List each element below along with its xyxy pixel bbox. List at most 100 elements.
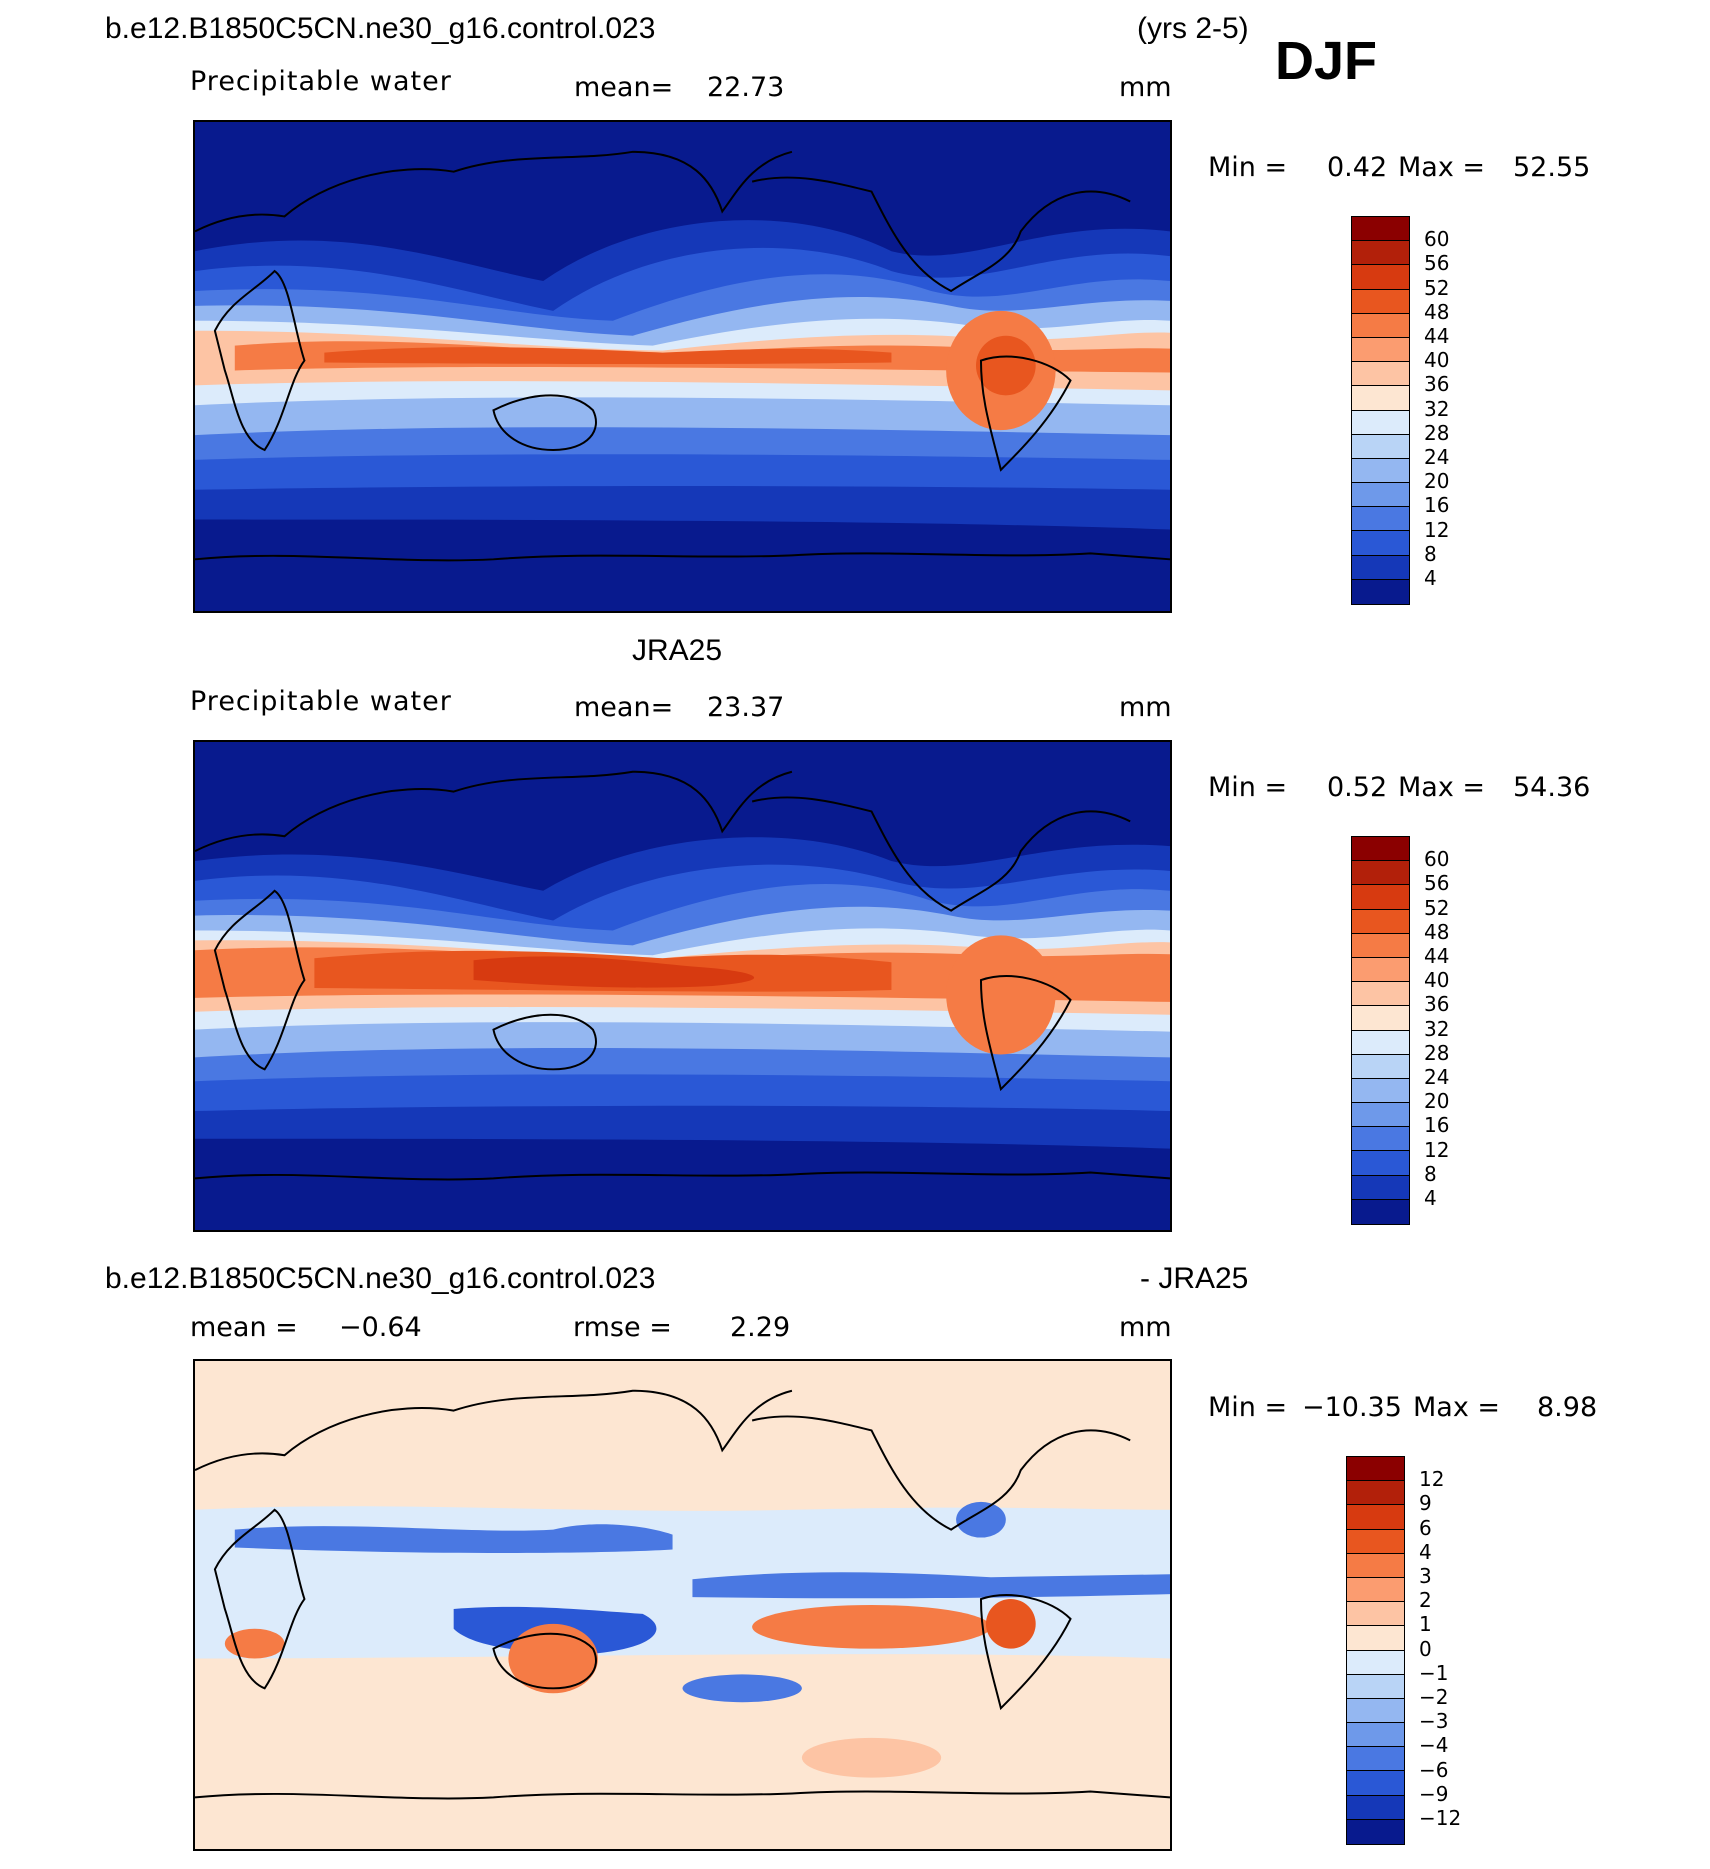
colorbar-swatch [1352, 265, 1409, 290]
colorbar-swatch [1352, 458, 1409, 484]
colorbar-swatch [1352, 909, 1409, 934]
colorbar-swatch [1347, 1602, 1404, 1627]
colorbar-swatch [1352, 410, 1409, 435]
panel1-band-11 [195, 549, 1170, 611]
panel3-band-7 [224, 1628, 285, 1659]
colorbar-swatch [1352, 1030, 1409, 1055]
colorbar-tick-label: 52 [1424, 895, 1450, 920]
panel3-band-8 [956, 1501, 1006, 1538]
panel2-map [193, 740, 1172, 1232]
panel3-min-value: −10.35 [1302, 1392, 1402, 1423]
colorbar-tick-label: 20 [1424, 1089, 1450, 1114]
colorbar-tick-label: −2 [1419, 1685, 1449, 1709]
colorbar-swatch [1352, 434, 1409, 459]
panel3-coastlines [195, 1389, 1170, 1800]
colorbar-swatch [1352, 1199, 1409, 1224]
colorbar-swatch [1347, 1650, 1404, 1675]
panel3-band-5 [752, 1605, 991, 1649]
colorbar-swatch [1347, 1819, 1404, 1844]
colorbar-tick-label: 48 [1424, 299, 1450, 324]
case-title: b.e12.B1850C5CN.ne30_g16.control.023 [105, 12, 656, 45]
colorbar-tick-label: 44 [1424, 324, 1450, 348]
colorbar-tick-label: 36 [1424, 372, 1450, 397]
colorbar-swatch [1352, 1151, 1409, 1176]
panel3-title-left: b.e12.B1850C5CN.ne30_g16.control.023 [105, 1262, 656, 1295]
panel1-colorbar [1351, 216, 1410, 605]
colorbar-swatch [1352, 337, 1409, 363]
season-label: DJF [1275, 31, 1378, 91]
colorbar-tick-label: 16 [1424, 493, 1450, 518]
panel3-band-4 [692, 1572, 1170, 1599]
colorbar-tick-label: 24 [1424, 445, 1450, 469]
panel3-rmse-value: 2.29 [730, 1312, 791, 1343]
panel2-variable: Precipitable water [190, 686, 452, 717]
colorbar-tick-label: 56 [1424, 251, 1450, 276]
panel2-mean-value: 23.37 [707, 692, 785, 723]
panel2-mean-label: mean= [574, 692, 674, 723]
panel1-coastlines [195, 150, 1170, 562]
colorbar-swatch [1347, 1723, 1404, 1748]
colorbar-tick-label: 8 [1424, 1161, 1437, 1186]
panel2-band-11 [195, 1168, 1170, 1230]
panel1-variable: Precipitable water [190, 66, 452, 97]
colorbar-swatch [1347, 1674, 1404, 1699]
colorbar-swatch [1347, 1457, 1404, 1482]
panel3-title-right: - JRA25 [1140, 1262, 1249, 1295]
colorbar-tick-label: −1 [1419, 1660, 1449, 1685]
colorbar-swatch [1352, 362, 1409, 387]
colorbar-swatch [1347, 1698, 1404, 1724]
colorbar-tick-label: 48 [1424, 919, 1450, 944]
panel1-min-value: 0.42 [1327, 152, 1388, 183]
panel1-mean-label: mean= [574, 72, 674, 103]
colorbar-swatch [1347, 1529, 1404, 1554]
colorbar-tick-label: 12 [1424, 517, 1450, 542]
colorbar-swatch [1347, 1577, 1404, 1603]
colorbar-swatch [1352, 933, 1409, 958]
colorbar-tick-label: 36 [1424, 992, 1450, 1017]
colorbar-tick-label: 16 [1424, 1113, 1450, 1138]
colorbar-tick-label: 56 [1424, 871, 1450, 896]
colorbar-swatch [1352, 885, 1409, 910]
panel2-min-value: 0.52 [1327, 772, 1388, 803]
panel1-map [193, 120, 1172, 613]
panel3-band-2 [234, 1524, 673, 1553]
colorbar-tick-label: 4 [1424, 566, 1437, 590]
colorbar-tick-label: 1 [1419, 1612, 1432, 1637]
colorbar-swatch [1352, 555, 1409, 580]
panel2-band-10 [946, 935, 1056, 1055]
panel2-min-label: Min = [1208, 772, 1288, 803]
panel3-band-6 [508, 1623, 598, 1694]
colorbar-swatch [1352, 531, 1409, 556]
colorbar-swatch [1352, 483, 1409, 508]
colorbar-swatch [1352, 241, 1409, 266]
colorbar-swatch [1352, 957, 1409, 983]
colorbar-swatch [1347, 1771, 1404, 1796]
colorbar-swatch [1352, 1127, 1409, 1152]
colorbar-tick-label: 12 [1419, 1467, 1445, 1492]
colorbar-tick-label: 52 [1424, 275, 1450, 300]
panel3-rmse-label: rmse = [573, 1312, 672, 1343]
colorbar-tick-label: 60 [1424, 227, 1450, 252]
colorbar-tick-label: 8 [1424, 541, 1437, 566]
colorbar-swatch [1347, 1747, 1404, 1772]
colorbar-swatch [1352, 1054, 1409, 1079]
colorbar-swatch [1347, 1553, 1404, 1578]
panel1-band-8 [324, 347, 892, 365]
panel2-coastlines [195, 770, 1170, 1181]
panel3-max-label: Max = [1413, 1392, 1501, 1423]
colorbar-swatch [1352, 386, 1409, 411]
panel2-field-svg [195, 742, 1170, 1230]
colorbar-tick-label: 6 [1419, 1515, 1432, 1540]
panel3-band-9 [985, 1599, 1036, 1649]
colorbar-swatch [1352, 289, 1409, 314]
panel2-units: mm [1119, 692, 1172, 723]
colorbar-tick-label: −9 [1419, 1781, 1449, 1806]
panel2-colorbar [1351, 836, 1410, 1225]
colorbar-tick-label: 20 [1424, 469, 1450, 494]
colorbar-tick-label: 0 [1419, 1636, 1432, 1661]
colorbar-tick-label: −4 [1419, 1733, 1449, 1758]
panel1-max-label: Max = [1398, 152, 1486, 183]
colorbar-tick-label: 4 [1424, 1186, 1437, 1210]
panel3-mean-value: −0.64 [339, 1312, 422, 1343]
panel1-min-label: Min = [1208, 152, 1288, 183]
